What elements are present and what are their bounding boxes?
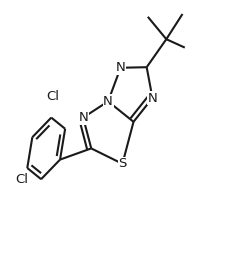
Text: S: S <box>118 157 127 170</box>
Text: N: N <box>116 61 125 74</box>
Text: N: N <box>78 111 88 124</box>
Text: N: N <box>103 95 113 108</box>
Text: Cl: Cl <box>46 90 59 103</box>
Text: N: N <box>148 92 157 104</box>
Text: Cl: Cl <box>15 173 28 186</box>
